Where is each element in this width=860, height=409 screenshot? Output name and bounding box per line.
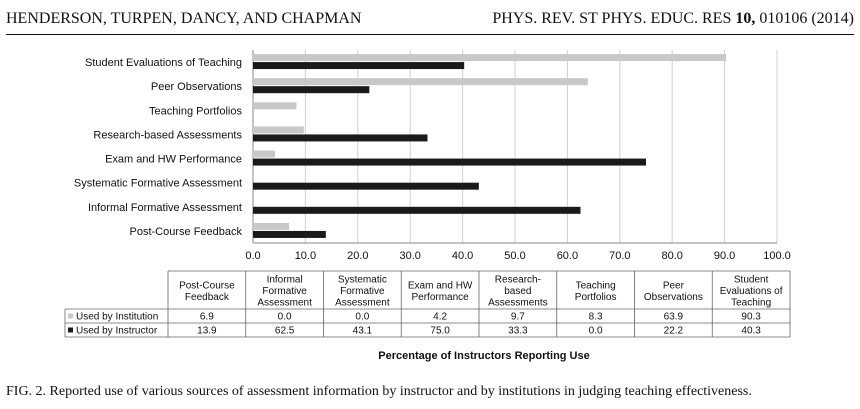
table-cell: 0.0 xyxy=(355,312,369,323)
table-header-text: Performance xyxy=(412,292,470,303)
x-tick-label: 100.0 xyxy=(763,250,791,262)
x-tick-label: 80.0 xyxy=(661,250,682,262)
table-header-text: Informal xyxy=(267,275,303,286)
page-header: HENDERSON, TURPEN, DANCY, AND CHAPMAN PH… xyxy=(6,4,854,34)
table-header-text: Assessment xyxy=(335,298,390,309)
table-header-text: Feedback xyxy=(185,292,230,303)
table-cell: 40.3 xyxy=(741,326,761,337)
legend-swatch-instructor xyxy=(68,327,73,333)
x-tick-label: 0.0 xyxy=(245,250,260,262)
category-label: Peer Observations xyxy=(151,81,243,93)
header-journal-prefix: PHYS. REV. ST PHYS. EDUC. RES xyxy=(492,10,732,27)
x-tick-label: 20.0 xyxy=(347,250,368,262)
table-header-text: Evaluations of xyxy=(720,286,783,297)
bar-institution xyxy=(253,222,290,230)
header-article: 010106 (2014) xyxy=(759,10,854,27)
table-header-text: Exam and HW xyxy=(408,280,473,291)
x-tick-label: 70.0 xyxy=(609,250,630,262)
bar-institution xyxy=(253,102,297,110)
figure-caption: FIG. 2. Reported use of various sources … xyxy=(6,384,752,399)
x-tick-label: 90.0 xyxy=(714,250,735,262)
table-cell: 75.0 xyxy=(430,326,450,337)
table-cell: 63.9 xyxy=(664,312,684,323)
x-tick-label: 40.0 xyxy=(452,250,473,262)
category-label: Systematic Formative Assessment xyxy=(74,178,242,190)
table-header-text: Systematic xyxy=(338,275,387,286)
table-cell: 6.9 xyxy=(200,312,214,323)
x-axis-title: Percentage of Instructors Reporting Use xyxy=(378,350,590,362)
table-header-text: Portfolios xyxy=(575,292,617,303)
table-header-text: Student xyxy=(734,275,769,286)
table-row-label: Used by Institution xyxy=(76,312,158,323)
x-tick-label: 30.0 xyxy=(399,250,420,262)
table-cell: 22.2 xyxy=(664,326,684,337)
table-header-text: Teaching xyxy=(576,280,616,291)
bar-instructor xyxy=(253,206,581,214)
x-tick-label: 50.0 xyxy=(504,250,525,262)
table-cell: 62.5 xyxy=(275,326,295,337)
table-header-text: Post-Course xyxy=(179,280,235,291)
header-authors: HENDERSON, TURPEN, DANCY, AND CHAPMAN xyxy=(6,10,362,27)
table-header-text: based xyxy=(504,286,531,297)
bar-instructor xyxy=(253,62,465,70)
table-header-text: Peer xyxy=(663,280,685,291)
table-cell: 8.3 xyxy=(589,312,603,323)
bar-instructor xyxy=(253,230,326,238)
table-cell: 43.1 xyxy=(353,326,373,337)
bar-institution xyxy=(253,150,276,158)
category-label: Exam and HW Performance xyxy=(105,154,242,166)
table-cell: 4.2 xyxy=(433,312,447,323)
table-header-text: Formative xyxy=(340,286,385,297)
bar-instructor xyxy=(253,182,479,190)
header-rule xyxy=(6,34,854,35)
bar-instructor xyxy=(253,134,428,142)
bar-instructor xyxy=(253,86,370,94)
table-header-text: Research- xyxy=(495,275,541,286)
category-label: Post-Course Feedback xyxy=(130,226,243,238)
bar-chart: 0.0 10.0 20.0 30.0 40.0 50.0 60.0 70.0 80.0 90.0 1… xyxy=(64,50,791,362)
bar-institution xyxy=(253,78,588,86)
table-cell: 0.0 xyxy=(278,312,292,323)
x-tick-label: 10.0 xyxy=(295,250,316,262)
legend-swatch-institution xyxy=(68,313,73,319)
category-label: Teaching Portfolios xyxy=(149,105,242,117)
table-row-label: Used by Instructor xyxy=(76,326,158,337)
bar-institution xyxy=(253,126,304,134)
category-label: Informal Formative Assessment xyxy=(88,202,242,214)
table-header-text: Teaching xyxy=(731,298,771,309)
table-cell: 9.7 xyxy=(511,312,525,323)
bar-instructor xyxy=(253,158,646,166)
bar-institution xyxy=(253,54,727,62)
table-cell: 33.3 xyxy=(508,326,528,337)
x-tick-label: 60.0 xyxy=(557,250,578,262)
table-header-text: Observations xyxy=(644,292,703,303)
table-header-text: Formative xyxy=(262,286,307,297)
table-cell: 90.3 xyxy=(741,312,761,323)
header-volume: 10, xyxy=(735,10,756,27)
table-cell: 13.9 xyxy=(197,326,217,337)
header-journal: PHYS. REV. ST PHYS. EDUC. RES 10, 010106… xyxy=(492,10,854,28)
table-cell: 0.0 xyxy=(589,326,603,337)
table-header-text: Assessments xyxy=(488,298,547,309)
table-header-text: Assessment xyxy=(257,298,312,309)
category-label: Student Evaluations of Teaching xyxy=(85,57,242,69)
category-label: Research-based Assessments xyxy=(93,129,242,141)
